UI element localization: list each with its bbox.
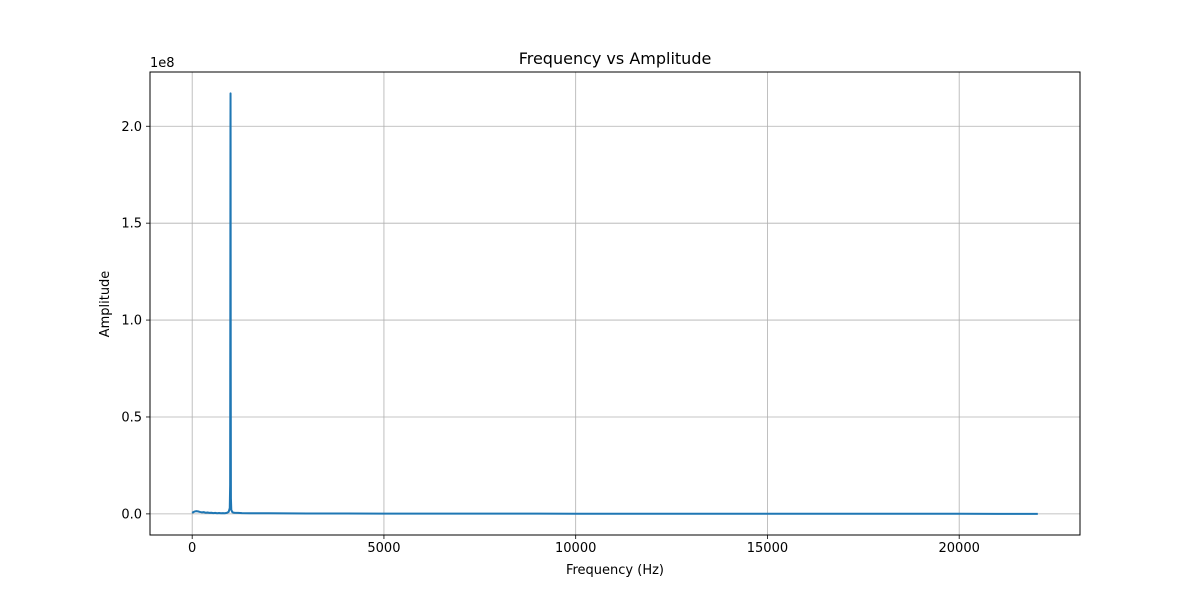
x-axis: 0 5000 10000 15000 20000 — [188, 535, 980, 556]
y-tick-label: 1.5 — [121, 217, 142, 232]
y-tick-label: 2.0 — [121, 120, 142, 135]
y-tick-label: 1.0 — [121, 314, 142, 329]
x-tick-label: 5000 — [367, 541, 400, 556]
y-tick-label: 0.0 — [121, 507, 142, 522]
plot-area — [191, 92, 1038, 515]
y-axis-label: Amplitude — [98, 271, 113, 338]
x-tick-label: 10000 — [555, 541, 596, 556]
x-axis-label: Frequency (Hz) — [566, 563, 664, 578]
y-axis: 0.0 0.5 1.0 1.5 2.0 — [121, 120, 150, 522]
x-tick-label: 20000 — [939, 541, 980, 556]
y-tick-label: 0.5 — [121, 410, 142, 425]
x-tick-label: 15000 — [747, 541, 788, 556]
plot-frame — [149, 71, 1081, 536]
y-axis-offset-label: 1e8 — [150, 56, 175, 71]
x-tick-label: 0 — [188, 541, 196, 556]
amplitude-series-line — [191, 92, 1038, 515]
chart-title: Frequency vs Amplitude — [519, 49, 712, 68]
